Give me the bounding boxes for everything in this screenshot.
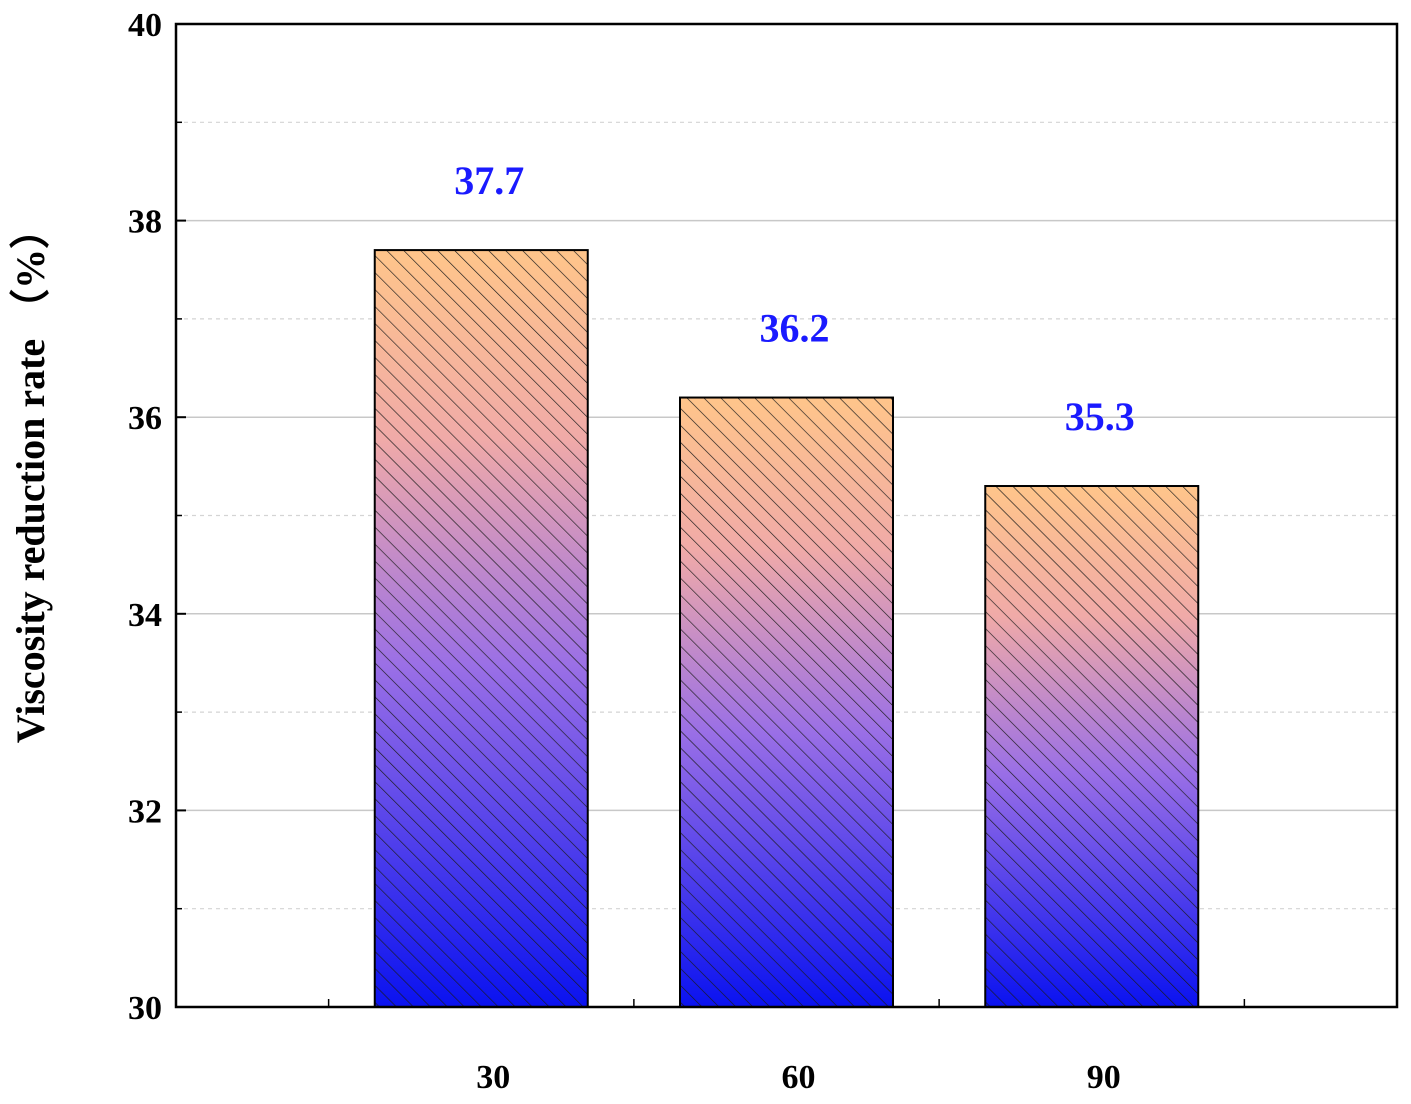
bar-data-label: 35.3: [1065, 394, 1135, 439]
y-tick-label: 36: [128, 400, 162, 437]
bars: [373, 249, 1200, 1009]
x-tick-label: 90: [1087, 1059, 1121, 1096]
data-labels: 37.7 36.2 35.3: [454, 158, 1135, 439]
axis-ticks: [176, 23, 1246, 1008]
bar: [984, 485, 1200, 1008]
bar: [373, 249, 589, 1008]
bar: [679, 396, 894, 1009]
bar-data-label: 37.7: [454, 158, 524, 203]
x-tick-label: 30: [476, 1059, 510, 1096]
y-tick-label: 32: [128, 793, 162, 830]
y-tick-label: 38: [128, 204, 162, 241]
axis-labels: 30 32 34 36 38 40 30 60 90: [128, 7, 1121, 1096]
x-tick-label: 60: [782, 1059, 816, 1096]
bar-data-label: 36.2: [760, 306, 830, 351]
y-axis-title: Viscosity reduction rate （%）: [8, 209, 53, 743]
y-tick-label: 40: [128, 7, 162, 44]
y-tick-label: 30: [128, 990, 162, 1027]
y-tick-label: 34: [128, 597, 162, 634]
